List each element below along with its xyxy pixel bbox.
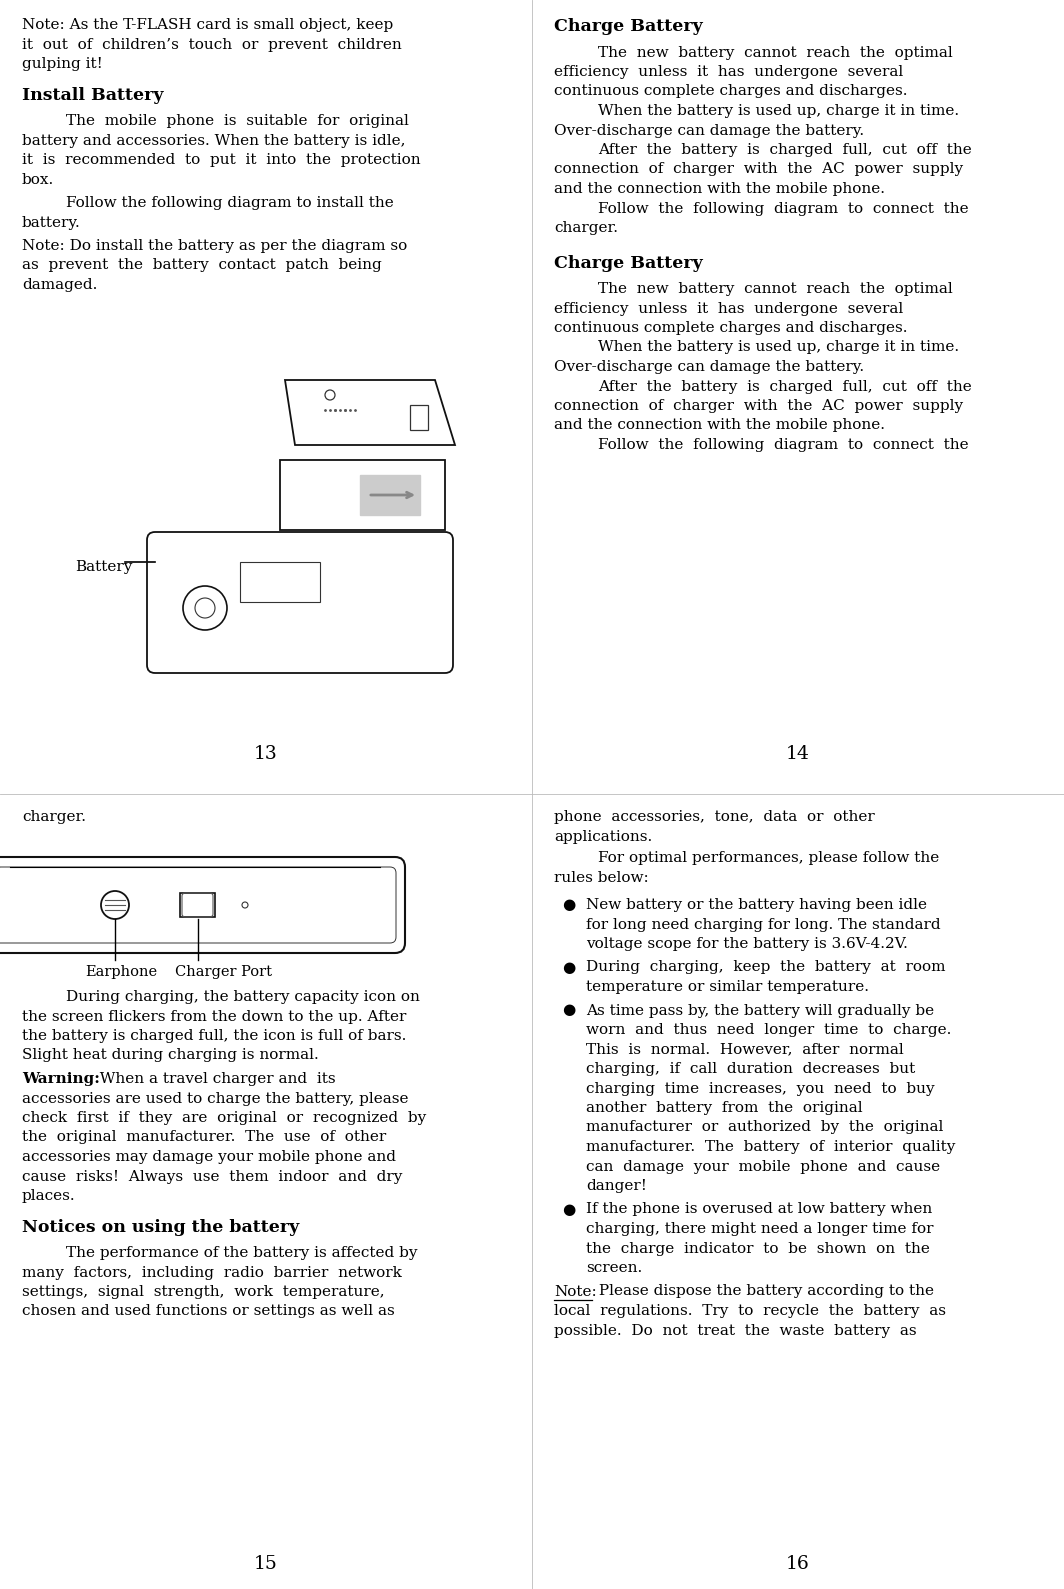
Text: applications.: applications. — [554, 829, 652, 844]
Text: For optimal performances, please follow the: For optimal performances, please follow … — [598, 852, 940, 864]
Text: it  is  recommended  to  put  it  into  the  protection: it is recommended to put it into the pro… — [22, 153, 420, 167]
Text: Please dispose the battery according to the: Please dispose the battery according to … — [594, 1284, 934, 1298]
Text: The  mobile  phone  is  suitable  for  original: The mobile phone is suitable for origina… — [66, 114, 409, 129]
Text: and the connection with the mobile phone.: and the connection with the mobile phone… — [554, 418, 885, 432]
Text: for long need charging for long. The standard: for long need charging for long. The sta… — [586, 917, 941, 931]
Text: charging  time  increases,  you  need  to  buy: charging time increases, you need to buy — [586, 1082, 934, 1095]
Text: If the phone is overused at low battery when: If the phone is overused at low battery … — [586, 1203, 932, 1217]
Text: possible.  Do  not  treat  the  waste  battery  as: possible. Do not treat the waste battery… — [554, 1324, 916, 1338]
Text: and the connection with the mobile phone.: and the connection with the mobile phone… — [554, 183, 885, 195]
Text: settings,  signal  strength,  work  temperature,: settings, signal strength, work temperat… — [22, 1286, 384, 1298]
Text: screen.: screen. — [586, 1262, 643, 1274]
Text: Charger Port: Charger Port — [174, 965, 272, 979]
Text: ●: ● — [562, 960, 576, 974]
Text: Charge Battery: Charge Battery — [554, 254, 702, 272]
Text: can  damage  your  mobile  phone  and  cause: can damage your mobile phone and cause — [586, 1160, 941, 1174]
Text: During  charging,  keep  the  battery  at  room: During charging, keep the battery at roo… — [586, 960, 946, 974]
Text: ●: ● — [562, 898, 576, 912]
Text: battery.: battery. — [22, 216, 81, 229]
Text: New battery or the battery having been idle: New battery or the battery having been i… — [586, 898, 927, 912]
Text: Over-discharge can damage the battery.: Over-discharge can damage the battery. — [554, 124, 864, 138]
Text: continuous complete charges and discharges.: continuous complete charges and discharg… — [554, 84, 908, 99]
Text: charging,  if  call  duration  decreases  but: charging, if call duration decreases but — [586, 1061, 915, 1076]
Text: Note: Do install the battery as per the diagram so: Note: Do install the battery as per the … — [22, 238, 408, 253]
Text: worn  and  thus  need  longer  time  to  charge.: worn and thus need longer time to charge… — [586, 1023, 951, 1038]
Text: manufacturer.  The  battery  of  interior  quality: manufacturer. The battery of interior qu… — [586, 1139, 955, 1154]
Text: Over-discharge can damage the battery.: Over-discharge can damage the battery. — [554, 361, 864, 373]
Text: efficiency  unless  it  has  undergone  several: efficiency unless it has undergone sever… — [554, 302, 903, 316]
Text: many  factors,  including  radio  barrier  network: many factors, including radio barrier ne… — [22, 1265, 402, 1279]
Bar — [240, 563, 320, 602]
Text: the  charge  indicator  to  be  shown  on  the: the charge indicator to be shown on the — [586, 1241, 930, 1255]
Text: 13: 13 — [254, 745, 278, 763]
Text: another  battery  from  the  original: another battery from the original — [586, 1101, 863, 1115]
Text: temperature or similar temperature.: temperature or similar temperature. — [586, 980, 869, 995]
Text: cause  risks!  Always  use  them  indoor  and  dry: cause risks! Always use them indoor and … — [22, 1170, 402, 1184]
Text: the screen flickers from the down to the up. After: the screen flickers from the down to the… — [22, 1009, 406, 1023]
Text: it  out  of  children’s  touch  or  prevent  children: it out of children’s touch or prevent ch… — [22, 38, 402, 51]
Text: the battery is charged full, the icon is full of bars.: the battery is charged full, the icon is… — [22, 1030, 406, 1042]
Text: 15: 15 — [254, 1556, 278, 1573]
Text: During charging, the battery capacity icon on: During charging, the battery capacity ic… — [66, 990, 420, 1004]
Text: phone  accessories,  tone,  data  or  other: phone accessories, tone, data or other — [554, 810, 875, 825]
Text: Slight heat during charging is normal.: Slight heat during charging is normal. — [22, 1049, 319, 1063]
Text: the  original  manufacturer.  The  use  of  other: the original manufacturer. The use of ot… — [22, 1130, 386, 1144]
Text: When the battery is used up, charge it in time.: When the battery is used up, charge it i… — [598, 340, 959, 354]
Text: Follow  the  following  diagram  to  connect  the: Follow the following diagram to connect … — [598, 202, 968, 216]
Text: Warning:: Warning: — [22, 1073, 100, 1085]
Text: The  new  battery  cannot  reach  the  optimal: The new battery cannot reach the optimal — [598, 281, 952, 296]
Text: voltage scope for the battery is 3.6V-4.2V.: voltage scope for the battery is 3.6V-4.… — [586, 938, 908, 950]
Text: Follow  the  following  diagram  to  connect  the: Follow the following diagram to connect … — [598, 439, 968, 451]
Text: Note:: Note: — [554, 1284, 597, 1298]
Text: accessories may damage your mobile phone and: accessories may damage your mobile phone… — [22, 1150, 396, 1165]
Text: danger!: danger! — [586, 1179, 647, 1193]
Text: manufacturer  or  authorized  by  the  original: manufacturer or authorized by the origin… — [586, 1120, 944, 1135]
Polygon shape — [360, 475, 420, 515]
Text: Notices on using the battery: Notices on using the battery — [22, 1219, 299, 1236]
Text: rules below:: rules below: — [554, 871, 649, 885]
Text: efficiency  unless  it  has  undergone  several: efficiency unless it has undergone sever… — [554, 65, 903, 79]
Text: As time pass by, the battery will gradually be: As time pass by, the battery will gradua… — [586, 1004, 934, 1017]
Text: accessories are used to charge the battery, please: accessories are used to charge the batte… — [22, 1092, 409, 1106]
Text: continuous complete charges and discharges.: continuous complete charges and discharg… — [554, 321, 908, 335]
Text: as  prevent  the  battery  contact  patch  being: as prevent the battery contact patch bei… — [22, 259, 382, 272]
Text: charging, there might need a longer time for: charging, there might need a longer time… — [586, 1222, 933, 1236]
Text: local  regulations.  Try  to  recycle  the  battery  as: local regulations. Try to recycle the ba… — [554, 1305, 946, 1317]
Text: damaged.: damaged. — [22, 278, 98, 292]
Text: Note: As the T-FLASH card is small object, keep: Note: As the T-FLASH card is small objec… — [22, 17, 394, 32]
Text: 16: 16 — [786, 1556, 810, 1573]
Text: Install Battery: Install Battery — [22, 86, 164, 103]
Text: charger.: charger. — [554, 221, 618, 235]
Text: The  new  battery  cannot  reach  the  optimal: The new battery cannot reach the optimal — [598, 46, 952, 59]
Text: connection  of  charger  with  the  AC  power  supply: connection of charger with the AC power … — [554, 399, 963, 413]
Text: ●: ● — [562, 1004, 576, 1017]
Text: After  the  battery  is  charged  full,  cut  off  the: After the battery is charged full, cut o… — [598, 380, 971, 394]
Text: When the battery is used up, charge it in time.: When the battery is used up, charge it i… — [598, 103, 959, 118]
Text: This  is  normal.  However,  after  normal: This is normal. However, after normal — [586, 1042, 903, 1057]
Text: After  the  battery  is  charged  full,  cut  off  the: After the battery is charged full, cut o… — [598, 143, 971, 157]
Text: places.: places. — [22, 1189, 76, 1203]
Text: 14: 14 — [786, 745, 810, 763]
Text: check  first  if  they  are  original  or  recognized  by: check first if they are original or reco… — [22, 1111, 427, 1125]
Text: connection  of  charger  with  the  AC  power  supply: connection of charger with the AC power … — [554, 162, 963, 176]
Text: Charge Battery: Charge Battery — [554, 17, 702, 35]
Text: gulping it!: gulping it! — [22, 57, 103, 72]
Text: chosen and used functions or settings as well as: chosen and used functions or settings as… — [22, 1305, 395, 1319]
Text: Follow the following diagram to install the: Follow the following diagram to install … — [66, 195, 394, 210]
Text: battery and accessories. When the battery is idle,: battery and accessories. When the batter… — [22, 133, 405, 148]
Text: ●: ● — [562, 1203, 576, 1217]
Text: box.: box. — [22, 173, 54, 186]
Text: Earphone: Earphone — [85, 965, 157, 979]
Text: The performance of the battery is affected by: The performance of the battery is affect… — [66, 1246, 417, 1260]
Text: Battery: Battery — [74, 559, 132, 574]
Bar — [410, 405, 428, 431]
Text: When a travel charger and  its: When a travel charger and its — [90, 1073, 335, 1085]
Text: charger.: charger. — [22, 810, 86, 825]
